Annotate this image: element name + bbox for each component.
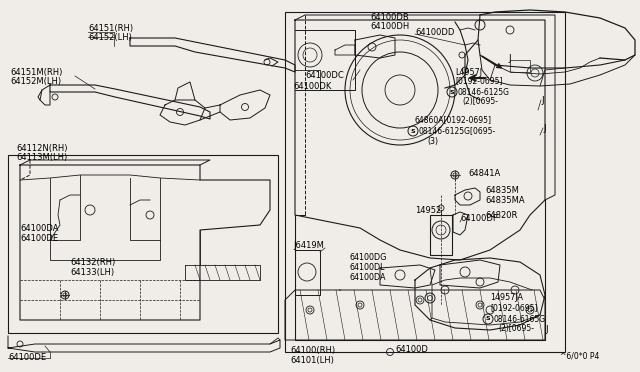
Text: 64100DF: 64100DF: [460, 214, 498, 222]
Text: 14952: 14952: [415, 205, 441, 215]
Text: 64133(LH): 64133(LH): [70, 267, 114, 276]
Text: 64151(RH): 64151(RH): [88, 23, 133, 32]
Text: 64112N(RH): 64112N(RH): [16, 144, 67, 153]
Text: 64100D: 64100D: [395, 346, 428, 355]
Text: 64100(RH): 64100(RH): [290, 346, 335, 355]
Text: J: J: [545, 326, 548, 334]
Text: S: S: [411, 128, 415, 134]
Bar: [295, 250, 320, 295]
Text: L4957J: L4957J: [455, 67, 482, 77]
Text: ^6/0*0 P4: ^6/0*0 P4: [560, 352, 600, 360]
Text: 64100DA: 64100DA: [20, 224, 58, 232]
Text: 64152M(LH): 64152M(LH): [10, 77, 61, 86]
Text: (2)[0695-: (2)[0695-: [498, 324, 534, 334]
Text: 64100DE: 64100DE: [20, 234, 58, 243]
Text: [0192-0695]: [0192-0695]: [490, 304, 538, 312]
Text: S: S: [450, 90, 454, 94]
Text: 64835MA: 64835MA: [485, 196, 525, 205]
Text: 08146-6125G: 08146-6125G: [458, 87, 510, 96]
Text: 64835M: 64835M: [485, 186, 519, 195]
Bar: [510, 60, 530, 72]
Text: [0192-0695]: [0192-0695]: [455, 77, 502, 86]
Bar: [285, 12, 565, 352]
Bar: [8, 155, 278, 333]
Text: 64100DC: 64100DC: [305, 71, 344, 80]
Text: 08146-6125G[0695-: 08146-6125G[0695-: [419, 126, 496, 135]
Text: J: J: [508, 54, 511, 62]
Text: 64100DE: 64100DE: [8, 353, 46, 362]
Text: 64152(LH): 64152(LH): [88, 32, 132, 42]
Text: 64132(RH): 64132(RH): [70, 257, 115, 266]
Text: 64860A[0192-0695]: 64860A[0192-0695]: [415, 115, 492, 125]
Bar: [430, 215, 452, 255]
Text: (3): (3): [427, 137, 438, 145]
Text: 64100DA: 64100DA: [350, 273, 387, 282]
Text: S: S: [486, 317, 490, 321]
Text: (2)[0695-: (2)[0695-: [462, 96, 498, 106]
Text: 14957JA: 14957JA: [490, 294, 523, 302]
Text: 64100DH: 64100DH: [370, 22, 409, 31]
Text: 64820R: 64820R: [485, 211, 517, 219]
Text: 64841A: 64841A: [468, 169, 500, 177]
Text: J6419M: J6419M: [293, 241, 324, 250]
Text: 64151M(RH): 64151M(RH): [10, 67, 62, 77]
Text: 64100DK: 64100DK: [293, 81, 332, 90]
Text: 64100DG: 64100DG: [350, 253, 387, 263]
Text: 08146-6165G: 08146-6165G: [494, 314, 546, 324]
Text: 64100DB: 64100DB: [370, 13, 409, 22]
Text: 64113M(LH): 64113M(LH): [16, 153, 67, 161]
Text: J: J: [543, 124, 546, 132]
Text: 64100DD: 64100DD: [415, 28, 454, 36]
Text: J: J: [541, 96, 543, 105]
Text: 64100DL: 64100DL: [350, 263, 385, 273]
Text: 64101(LH): 64101(LH): [290, 356, 334, 365]
